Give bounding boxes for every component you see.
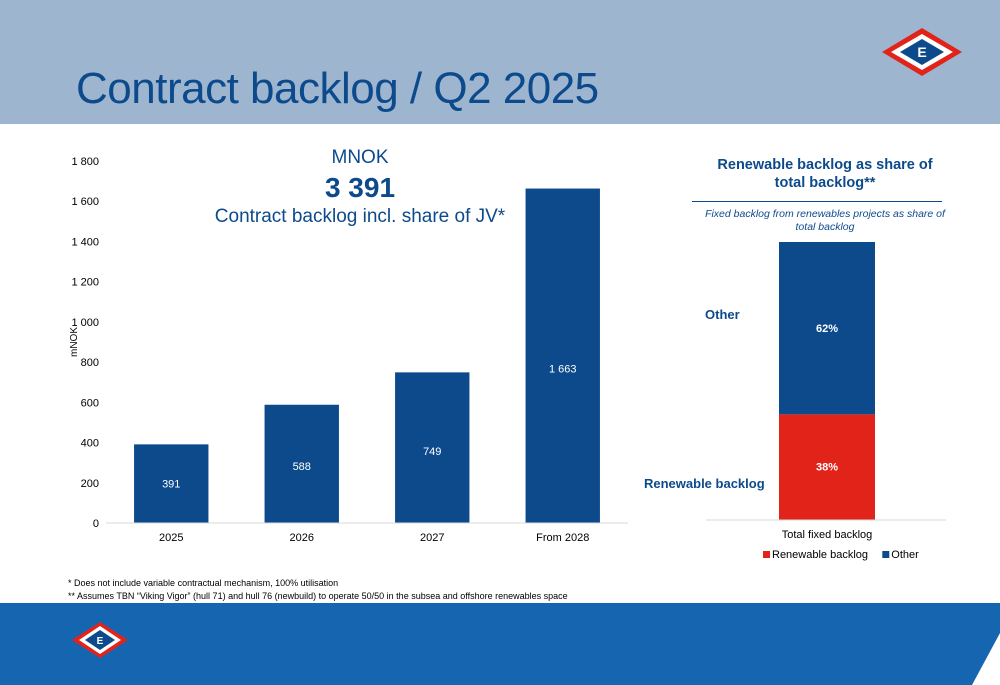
header-band — [0, 0, 1000, 124]
x-tick-label: From 2028 — [536, 532, 589, 544]
renewable-panel-subtitle: Fixed backlog from renewables projects a… — [705, 208, 945, 233]
footer-band — [0, 603, 1000, 685]
y-tick-label: 1 400 — [71, 236, 99, 248]
footer-logo-letter: E — [97, 636, 104, 647]
bar-2026 — [264, 404, 339, 523]
share-x-tick-label: Total fixed backlog — [782, 529, 873, 541]
bar-data-label: 1 663 — [549, 363, 577, 375]
logo-letter: E — [917, 44, 926, 60]
y-tick-label: 200 — [81, 478, 99, 490]
footnote-2: ** Assumes TBN “Viking Vigor” (hull 71) … — [68, 591, 568, 601]
legend-swatch — [763, 551, 770, 558]
bar-data-label: 391 — [162, 479, 180, 491]
x-tick-label: 2026 — [290, 532, 314, 544]
kpi-value: 3 391 — [324, 172, 396, 203]
stacked-bar-renewable-backlog — [779, 414, 875, 520]
legend-label: Other — [891, 549, 919, 561]
segment-data-label: 62% — [816, 323, 838, 335]
renewable-panel-title: Renewable backlog as share of total back… — [717, 157, 933, 191]
footer-logo: E — [72, 622, 128, 658]
y-tick-label: 400 — [81, 438, 99, 450]
stacked-bar-other — [779, 242, 875, 415]
page-title: Contract backlog / Q2 2025 — [76, 64, 599, 113]
renewable-panel-divider — [692, 201, 942, 202]
bar-2025 — [134, 444, 209, 523]
y-tick-label: 0 — [93, 518, 99, 530]
legend-swatch — [882, 551, 890, 558]
segment-data-label: 38% — [816, 461, 838, 473]
y-tick-label: 1 800 — [71, 156, 99, 168]
legend-label: Renewable backlog — [772, 549, 868, 561]
kpi-unit: MNOK — [331, 147, 389, 168]
y-tick-label: 1 200 — [71, 277, 99, 289]
label-other: Other — [705, 307, 740, 322]
bar-data-label: 588 — [293, 461, 311, 473]
bar-from-2028 — [525, 188, 600, 523]
bar-data-label: 749 — [423, 446, 441, 458]
footnote-1: * Does not include variable contractual … — [68, 578, 339, 588]
y-tick-label: 1 000 — [71, 317, 99, 329]
y-axis-label: mNOK — [69, 327, 80, 357]
backlog-bar-chart: 0 200 400 600 800 1 000 1 200 1 400 1 600 1 800 mN… — [69, 156, 628, 544]
bar-2027 — [395, 372, 470, 523]
renewable-share-chart: 38% 62% Total fixed backlog Renewable backl… — [706, 242, 946, 561]
kpi-label: Contract backlog incl. share of JV* — [214, 206, 506, 227]
y-tick-label: 800 — [81, 357, 99, 369]
y-tick-label: 600 — [81, 397, 99, 409]
y-tick-label: 1 600 — [71, 196, 99, 208]
company-logo: E — [882, 28, 962, 76]
x-tick-label: 2025 — [159, 532, 183, 544]
x-tick-label: 2027 — [420, 532, 444, 544]
label-renewable-backlog: Renewable backlog — [644, 476, 765, 491]
